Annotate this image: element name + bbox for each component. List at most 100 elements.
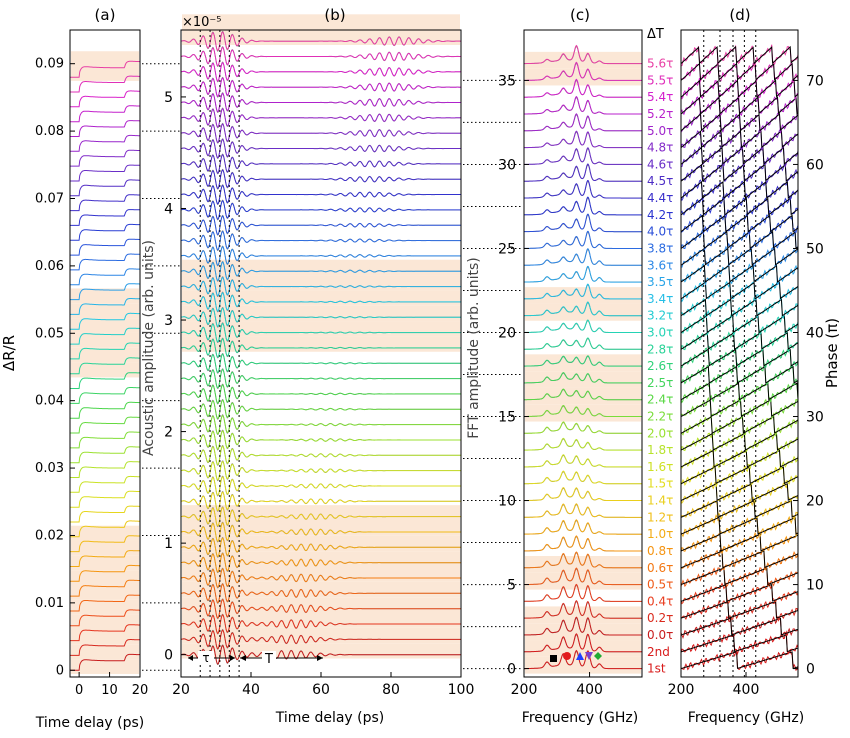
trace-d-fit: [680, 264, 799, 283]
ytick-label-a: 0.09: [35, 57, 64, 72]
trace-d: [680, 630, 799, 655]
ytick-label-c: 5: [507, 578, 516, 594]
trace-b: [180, 414, 461, 435]
shade-band-b: [182, 305, 460, 322]
trace-a: [70, 505, 140, 523]
trace-d: [680, 581, 799, 605]
panel-a-label: (a): [95, 6, 116, 24]
trace-c: [524, 196, 642, 216]
trace-d-fit: [680, 247, 799, 266]
trace-label-c: 1.8τ: [647, 443, 673, 457]
xtick-label-b: 20: [172, 682, 190, 698]
trace-d: [680, 179, 799, 202]
shade-band-a: [71, 332, 139, 348]
panel-d-frame: [680, 29, 799, 678]
trace-d: [680, 649, 799, 671]
trace-d-fit: [680, 180, 799, 200]
ytick-label-c: 30: [498, 157, 516, 173]
shade-band-a: [71, 51, 139, 67]
shade-band-b: [182, 581, 460, 598]
tau-label: τ: [202, 651, 209, 665]
trace-c: [524, 372, 642, 384]
trace-c: [524, 95, 642, 115]
trace-b: [180, 123, 461, 143]
trace-d-fit: [680, 449, 799, 468]
panel-a-frame: [69, 29, 141, 678]
xtick-label-d: 200: [668, 682, 695, 698]
trace-a: [70, 268, 140, 286]
trace-d: [680, 347, 799, 369]
trace-c-gray: [524, 471, 642, 485]
trace-label-c: 4.0τ: [647, 225, 673, 239]
trace-c: [524, 649, 642, 670]
trace-c: [524, 454, 642, 468]
marker-circle: [563, 652, 571, 660]
trace-a: [70, 120, 140, 137]
trace-c-gray: [524, 536, 642, 552]
xtick-label-b: 40: [242, 682, 260, 698]
trace-b: [180, 62, 461, 82]
shade-band-a: [71, 659, 139, 674]
trace-c: [524, 265, 642, 283]
trace-label-c: 2.6τ: [647, 359, 673, 373]
trace-label-c: 0.6τ: [647, 561, 673, 575]
trace-c-gray: [524, 338, 642, 350]
shade-band-b: [182, 321, 460, 337]
trace-d: [680, 463, 799, 487]
trace-label-c: 4.4τ: [647, 191, 673, 205]
trace-d: [680, 530, 799, 555]
trace-c: [524, 230, 642, 249]
trace-d: [680, 548, 799, 571]
trace-a: [70, 446, 140, 464]
trace-label-c: 0.5τ: [647, 578, 673, 592]
trace-label-c: 2nd: [647, 645, 670, 659]
trace-c: [524, 44, 642, 65]
xtick-label-a: 10: [101, 683, 118, 698]
trace-c: [524, 599, 642, 619]
trace-d-fit: [680, 365, 799, 384]
panel-c-xlabel: Frequency (GHz): [522, 710, 638, 726]
trace-c-gray: [524, 131, 642, 149]
shade-band-a: [71, 525, 139, 541]
trace-c: [524, 337, 642, 350]
trace-d-fit: [680, 281, 799, 300]
shade-band-c: [525, 354, 641, 372]
trace-a: [70, 223, 141, 241]
shade-band-a: [71, 599, 139, 615]
trace-a: [70, 431, 140, 449]
trace-b: [180, 276, 461, 297]
trace-d-fit: [680, 483, 799, 502]
trace-d-fit: [680, 533, 799, 552]
data-traces: [70, 30, 799, 671]
ytick-label-a: 0.03: [35, 461, 64, 476]
trace-a: [70, 253, 140, 271]
trace-a: [70, 461, 140, 478]
trace-a: [70, 609, 140, 627]
trace-d-fit: [680, 600, 799, 619]
trace-b: [180, 46, 461, 67]
trace-b: [180, 200, 461, 220]
trace-c: [524, 404, 642, 417]
panel-c-frame: [523, 29, 643, 678]
trace-b: [180, 338, 461, 358]
trace-a: [70, 105, 140, 123]
trace-c-gray: [524, 504, 642, 518]
trace-b: [180, 246, 461, 266]
dotted-guides: [142, 30, 757, 677]
trace-a: [70, 357, 140, 375]
ytick-label-a: 0.06: [35, 259, 64, 274]
trace-c: [524, 319, 642, 333]
shade-band-b: [182, 259, 460, 276]
trace-a: [70, 653, 140, 671]
marker-diamond: [594, 652, 602, 660]
trace-a: [70, 194, 140, 212]
trace-d: [680, 329, 799, 353]
trace-label-c: 2.8τ: [647, 342, 673, 356]
trace-c-gray: [524, 438, 642, 451]
trace-c: [524, 179, 642, 199]
trace-c: [524, 633, 642, 653]
trace-label-c: 5.2τ: [647, 107, 673, 121]
trace-d-fit: [680, 146, 799, 165]
panel-b-ylabel: Acoustic amplitude (arb. units): [141, 240, 157, 456]
trace-d: [680, 228, 798, 251]
